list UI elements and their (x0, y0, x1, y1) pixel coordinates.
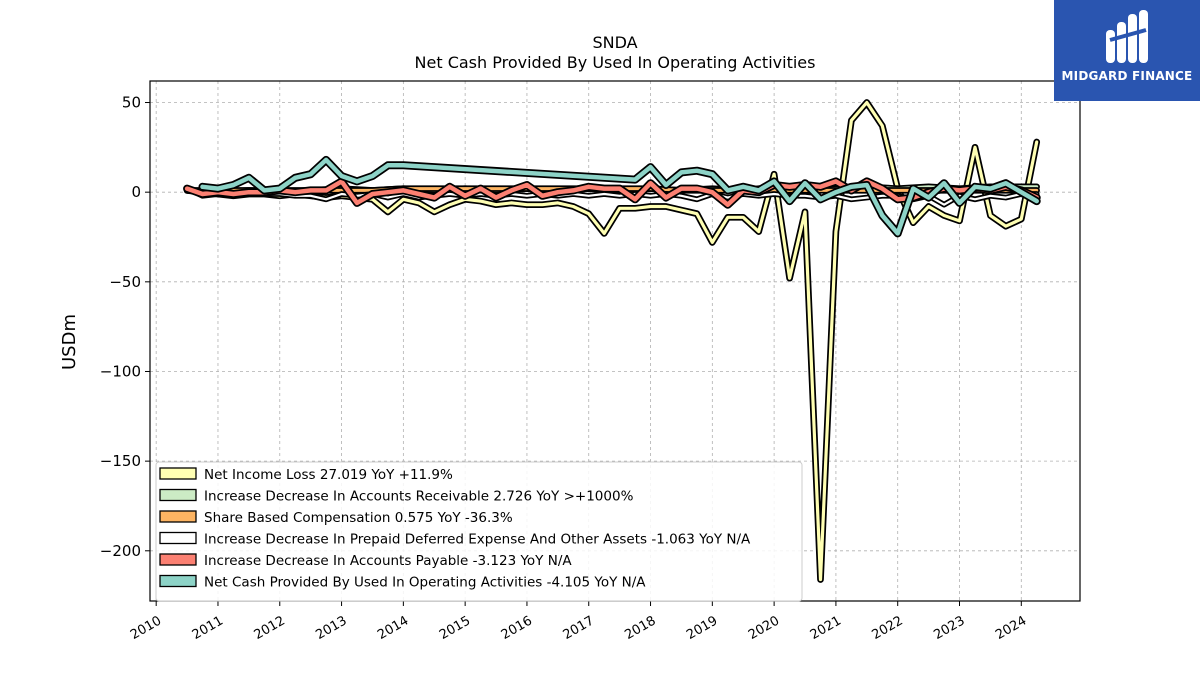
x-tick-label: 2011 (190, 613, 226, 643)
x-tick-label: 2014 (375, 613, 411, 643)
x-tick-label: 2017 (561, 613, 597, 643)
legend-label: Increase Decrease In Accounts Payable -3… (204, 553, 572, 569)
legend-label: Increase Decrease In Accounts Receivable… (204, 489, 634, 505)
legend: Net Income Loss 27.019 YoY +11.9% Increas… (155, 461, 803, 602)
series-line-4 (184, 179, 1039, 207)
x-axis: 2010 2011 2012 2013 2014 2015 2016 2017 2018 2019… (128, 601, 1029, 643)
x-tick-label: 2023 (931, 613, 967, 643)
x-tick-label: 2019 (684, 613, 720, 643)
legend-label: Net Cash Provided By Used In Operating A… (204, 575, 646, 591)
legend-swatch (159, 531, 197, 545)
legend-swatch (159, 488, 197, 502)
y-tick-label: 0 (131, 183, 141, 201)
y-tick-label: −50 (109, 273, 141, 291)
x-tick-label: 2024 (993, 613, 1029, 643)
chart-subtitle: Net Cash Provided By Used In Operating A… (415, 53, 816, 72)
series-group (183, 99, 1041, 583)
y-axis-label: USDm (59, 314, 80, 370)
legend-label: Increase Decrease In Prepaid Deferred Ex… (204, 532, 751, 548)
x-tick-label: 2016 (499, 613, 535, 643)
midgard-finance-logo: MIDGARD FINANCE (1054, 0, 1200, 101)
x-tick-label: 2020 (746, 613, 782, 643)
x-tick-label: 2022 (870, 613, 906, 643)
x-tick-label: 2010 (128, 613, 164, 643)
legend-label: Net Income Loss 27.019 YoY +11.9% (204, 467, 453, 483)
y-tick-label: 50 (122, 94, 141, 112)
legend-swatch (159, 510, 197, 523)
x-tick-label: 2015 (437, 613, 473, 643)
x-tick-label: 2012 (252, 613, 288, 643)
y-tick-label: −100 (100, 362, 141, 380)
chart-title: SNDA (592, 33, 637, 52)
x-tick-label: 2018 (622, 613, 658, 643)
legend-swatch (159, 553, 197, 566)
logo-text: MIDGARD FINANCE (1061, 69, 1193, 83)
x-tick-label: 2021 (808, 613, 844, 643)
legend-box (155, 461, 803, 602)
y-tick-label: −200 (100, 542, 141, 560)
legend-swatch (159, 467, 197, 480)
legend-swatch (159, 574, 197, 588)
logo-mark-icon (1106, 10, 1148, 63)
y-tick-label: −150 (100, 452, 141, 470)
y-axis: 50 0 −50 −100 −150 −200 (100, 94, 150, 560)
legend-label: Share Based Compensation 0.575 YoY -36.3… (204, 510, 513, 526)
x-tick-label: 2013 (313, 613, 349, 643)
series-line-5 (200, 157, 1039, 236)
